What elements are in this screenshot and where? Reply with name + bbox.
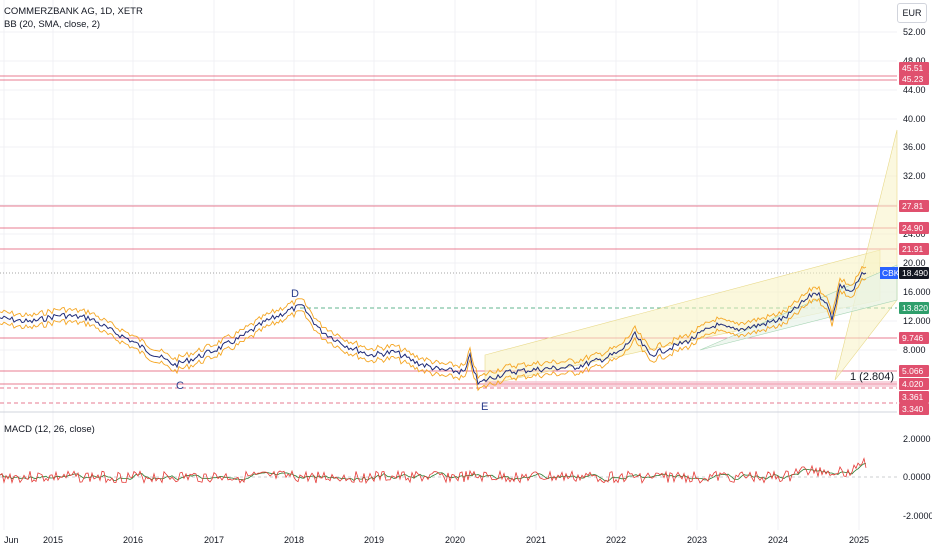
currency-button[interactable]: EUR [897,3,927,23]
bollinger-legend[interactable]: BB (20, SMA, close, 2) [4,19,101,30]
price-tick-label: 16.000 [903,287,931,297]
price-tag-label: 18.490 [902,268,928,278]
price-tick-label: 32.00 [903,171,926,181]
price-tag-label: 9.746 [902,333,924,343]
price-series[interactable] [0,265,867,392]
price-tag [899,302,929,314]
wave-label-e: E [481,401,488,413]
time-tick-label: 2023 [687,535,707,545]
price-tick-label: 8.000 [903,345,926,355]
time-tick-label: 2024 [768,535,788,545]
price-line [0,271,867,386]
price-tag [899,365,929,377]
price-tag-label: 4.020 [902,379,924,389]
macd-tick-label: 2.0000 [903,434,931,444]
wave-label-d: D [291,288,299,300]
symbol-title[interactable]: COMMERZBANK AG, 1D, XETR [4,6,143,17]
price-tag [899,391,929,403]
price-tick-label: 44.00 [903,85,926,95]
grid [0,0,897,530]
symbol-label: CBK [882,268,900,278]
price-tick-label: 12.000 [903,316,931,326]
price-tag-label: 13.820 [902,303,928,313]
drawings-layer[interactable] [0,75,898,404]
price-tick-label: 36.00 [903,142,926,152]
price-tag [899,62,929,74]
time-tick-label: 2025 [849,535,869,545]
price-tick-label: 40.00 [903,114,926,124]
price-tag-label: 45.23 [902,74,924,84]
bollinger-upper [0,265,867,380]
price-tick-label: 20.00 [903,258,926,268]
time-tick-label: 2015 [43,535,63,545]
price-tag [899,267,929,279]
time-tick-label: Jun [4,535,19,545]
time-tick-label: 2018 [284,535,304,545]
time-tick-label: 2021 [526,535,546,545]
macd-tick-label: 0.0000 [903,472,931,482]
price-tag-label: 21.91 [902,244,924,254]
symbol-badge [880,267,898,279]
time-tick-label: 2022 [606,535,626,545]
price-tag-label: 45.51 [902,63,924,73]
price-tag [899,243,929,255]
price-tag [899,332,929,344]
time-tick-label: 2017 [204,535,224,545]
price-tag [899,222,929,234]
price-tag [899,200,929,212]
macd-line [0,457,867,485]
fib-level-label: 1 (2.804) [850,371,894,383]
price-tag [899,403,929,415]
bollinger-lower [0,277,867,392]
fan-upper [834,129,898,381]
price-tag-label: 3.361 [902,392,924,402]
price-tag-label: 3.340 [902,404,924,414]
price-tick-label: 48.00 [903,56,926,66]
time-tick-label: 2020 [445,535,465,545]
price-tag [899,378,929,390]
price-tag-label: 5.066 [902,366,924,376]
wave-label-c: C [176,380,184,392]
price-tag-label: 27.81 [902,201,924,211]
macd-legend[interactable]: MACD (12, 26, close) [4,424,95,435]
macd-pane[interactable] [0,411,897,485]
price-tick-label: 52.00 [903,27,926,37]
time-tick-label: 2016 [123,535,143,545]
time-tick-label: 2019 [364,535,384,545]
macd-tick-label: -2.0000 [903,511,932,521]
price-tag-label: 24.90 [902,223,924,233]
price-tag [899,73,929,85]
support-zone [485,381,897,387]
